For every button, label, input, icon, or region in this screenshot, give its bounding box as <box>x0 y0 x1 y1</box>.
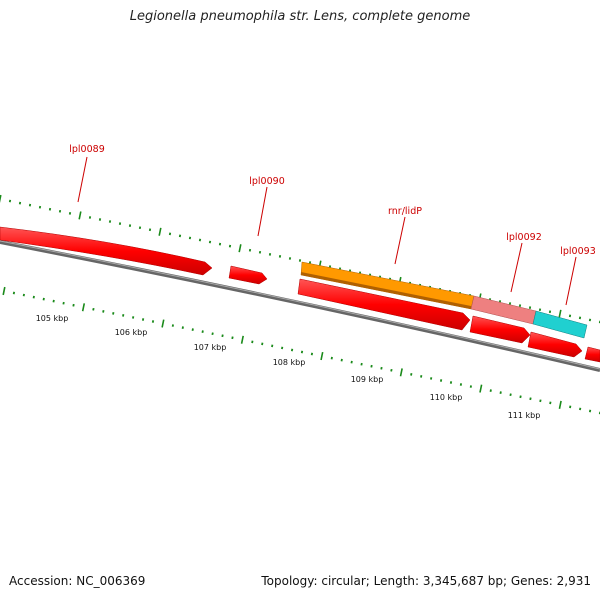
gene-arrow-lpl0090[interactable] <box>228 265 268 285</box>
gene-arrow-lower-1[interactable] <box>297 278 471 331</box>
accession-text: Accession: NC_006369 <box>9 574 146 588</box>
leader-lpl0090 <box>257 186 268 237</box>
gene-label-lpl0092: lpl0092 <box>506 232 542 243</box>
genome-summary-text: Topology: circular; Length: 3,345,687 bp… <box>261 574 591 588</box>
lower-track-major-tick <box>240 335 244 344</box>
rna-feature-lpl0093[interactable] <box>532 310 588 339</box>
lower-track-major-tick <box>399 368 403 377</box>
upper-track-major-tick <box>0 194 2 203</box>
gene-label-lpl0093: lpl0093 <box>560 246 596 257</box>
lower-track-major-tick <box>479 384 483 393</box>
leader-lpl0092 <box>510 242 523 293</box>
kbp-label-110: 110 kbp <box>430 393 463 402</box>
genome-backbone <box>0 240 600 372</box>
gene-label-rnr-lidP: rnr/lidP <box>388 206 422 217</box>
kbp-label-107: 107 kbp <box>194 343 227 352</box>
kbp-label-105: 105 kbp <box>36 314 69 323</box>
leader-lpl0093 <box>565 256 577 306</box>
gene-arrow-lpl0089[interactable] <box>0 226 213 276</box>
map-title: Legionella pneumophila str. Lens, comple… <box>129 9 471 24</box>
upper-track-major-tick <box>78 211 82 220</box>
leader-lpl0089 <box>77 156 88 203</box>
lower-track-major-tick <box>558 400 562 409</box>
lower-track-major-tick <box>320 351 324 361</box>
kbp-label-108: 108 kbp <box>273 358 306 367</box>
lower-track-major-tick <box>2 286 6 296</box>
kbp-label-109: 109 kbp <box>351 375 384 384</box>
gene-arrow-lower-4[interactable] <box>584 346 600 363</box>
gene-arrow-lower-2[interactable] <box>469 315 531 344</box>
upper-track-major-tick <box>558 309 562 318</box>
upper-track-major-tick <box>158 227 162 236</box>
lower-track-major-tick <box>81 303 86 312</box>
gene-label-lpl0090: lpl0090 <box>249 176 285 187</box>
lower-tick-track <box>2 286 600 415</box>
upper-track-major-tick <box>238 244 242 253</box>
leader-rnr-lidP <box>394 216 406 265</box>
kbp-label-111: 111 kbp <box>508 411 541 420</box>
gene-label-lpl0089: lpl0089 <box>69 144 105 155</box>
kbp-label-106: 106 kbp <box>115 328 148 337</box>
lower-track-major-tick <box>161 319 165 328</box>
gene-arrow-lower-3[interactable] <box>527 331 583 358</box>
